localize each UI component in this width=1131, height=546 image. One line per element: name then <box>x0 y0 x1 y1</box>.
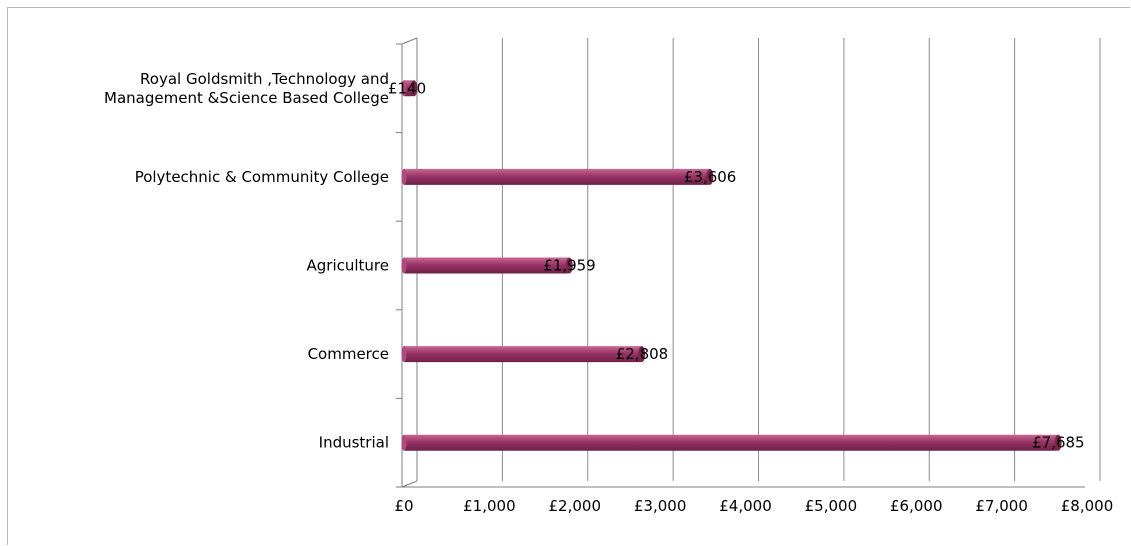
x-tick-label-4: £4,000 <box>719 497 772 515</box>
bar-start-cap-2 <box>401 257 407 274</box>
bar-start-cap-0 <box>401 80 407 97</box>
data-label-1: £3,606 <box>684 168 737 186</box>
x-tick-label-6: £6,000 <box>890 497 943 515</box>
x-tick-label-3: £3,000 <box>634 497 687 515</box>
bar-end-cap-2 <box>565 257 573 274</box>
axis-top-connector <box>401 37 418 45</box>
data-label-2: £1,959 <box>543 257 596 275</box>
x-tick-label-8: £8,000 <box>1061 497 1114 515</box>
bar-start-cap-1 <box>401 168 407 185</box>
data-label-3: £2,808 <box>616 345 669 363</box>
bar-end-cap-4 <box>1054 434 1062 451</box>
bar-start-cap-4 <box>401 434 407 451</box>
x-tick-label-5: £5,000 <box>805 497 858 515</box>
labels: £0 £1,000 £2,000 £3,000 £4,000 £5,000 £6,000 £7… <box>104 70 1113 515</box>
bars <box>401 80 1062 451</box>
x-tick-label-2: £2,000 <box>549 497 602 515</box>
data-label-4: £7,685 <box>1032 434 1085 452</box>
chart-frame <box>7 7 1130 545</box>
axis-bottom-connector <box>401 480 418 488</box>
category-label-2: Agriculture <box>307 257 390 275</box>
category-label-1: Polytechnic & Community College <box>135 168 389 186</box>
x-tick-label-1: £1,000 <box>463 497 516 515</box>
category-label-0-line-1: Management &Science Based College <box>104 89 389 107</box>
bar-2 <box>403 257 570 274</box>
bar-start-cap-3 <box>401 346 407 363</box>
data-label-0: £140 <box>388 79 426 97</box>
x-tick-label-0: £0 <box>394 497 413 515</box>
category-label-0-line-0: Royal Goldsmith ,Technology and <box>140 70 389 88</box>
category-label-4: Industrial <box>319 434 389 452</box>
x-tick-label-7: £7,000 <box>975 497 1028 515</box>
bar-1 <box>403 168 710 185</box>
category-label-3: Commerce <box>308 345 389 363</box>
bar-end-cap-0 <box>410 80 418 97</box>
bar-4 <box>403 434 1059 451</box>
bar-3 <box>403 346 642 363</box>
bar-end-cap-1 <box>706 168 714 185</box>
bar-end-cap-3 <box>638 346 646 363</box>
